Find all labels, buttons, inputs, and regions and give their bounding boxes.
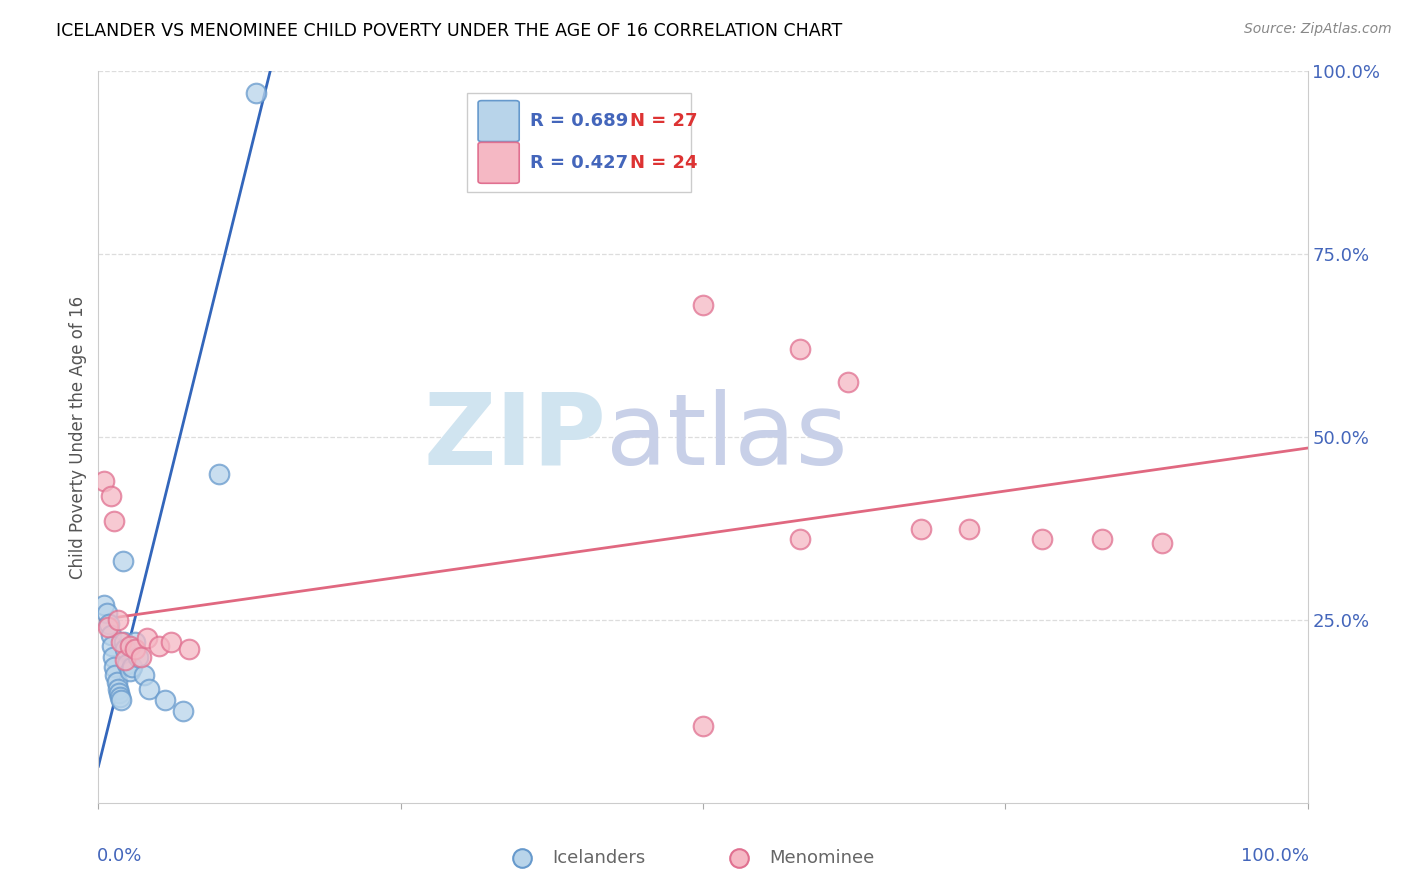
Point xyxy=(105,675,128,690)
Point xyxy=(117,657,139,671)
Point xyxy=(118,664,141,678)
Point xyxy=(111,554,134,568)
Point xyxy=(103,660,125,674)
Point xyxy=(121,660,143,674)
Text: R = 0.689: R = 0.689 xyxy=(530,112,628,130)
Point xyxy=(100,489,122,503)
Text: atlas: atlas xyxy=(606,389,848,485)
Text: Source: ZipAtlas.com: Source: ZipAtlas.com xyxy=(1244,22,1392,37)
Point xyxy=(148,639,170,653)
Point xyxy=(692,298,714,312)
Point xyxy=(153,693,176,707)
Point xyxy=(104,667,127,681)
Point xyxy=(103,514,125,528)
Point xyxy=(108,690,131,704)
Point xyxy=(1091,533,1114,547)
FancyBboxPatch shape xyxy=(467,94,690,192)
Text: Icelanders: Icelanders xyxy=(551,848,645,867)
Point xyxy=(138,682,160,697)
Y-axis label: Child Poverty Under the Age of 16: Child Poverty Under the Age of 16 xyxy=(69,295,87,579)
Text: ZIP: ZIP xyxy=(423,389,606,485)
Text: 100.0%: 100.0% xyxy=(1240,847,1309,864)
Point xyxy=(134,667,156,681)
Text: R = 0.427: R = 0.427 xyxy=(530,153,628,172)
Point xyxy=(93,599,115,613)
Point xyxy=(692,719,714,733)
Point xyxy=(957,521,980,535)
Point xyxy=(114,642,136,657)
Point xyxy=(114,653,136,667)
Point xyxy=(728,851,751,865)
Point xyxy=(93,474,115,488)
Point xyxy=(789,533,811,547)
Text: 0.0%: 0.0% xyxy=(97,847,142,864)
Point xyxy=(124,642,146,657)
Point xyxy=(97,620,120,634)
Point xyxy=(837,376,859,390)
Point xyxy=(107,613,129,627)
Point xyxy=(101,649,124,664)
Text: N = 27: N = 27 xyxy=(630,112,697,130)
Point xyxy=(160,635,183,649)
Point xyxy=(112,635,135,649)
Point xyxy=(110,635,132,649)
Point xyxy=(124,635,146,649)
FancyBboxPatch shape xyxy=(478,101,519,142)
Point xyxy=(108,686,131,700)
Point xyxy=(98,616,121,631)
Point xyxy=(179,642,201,657)
Point xyxy=(100,639,122,653)
Point xyxy=(208,467,231,481)
Point xyxy=(910,521,932,535)
Point xyxy=(129,649,152,664)
Point xyxy=(110,693,132,707)
FancyBboxPatch shape xyxy=(478,143,519,183)
Text: N = 24: N = 24 xyxy=(630,153,697,172)
Point xyxy=(107,682,129,697)
Text: ICELANDER VS MENOMINEE CHILD POVERTY UNDER THE AGE OF 16 CORRELATION CHART: ICELANDER VS MENOMINEE CHILD POVERTY UND… xyxy=(56,22,842,40)
Point xyxy=(118,639,141,653)
Point xyxy=(245,87,267,101)
Point xyxy=(1031,533,1053,547)
Point xyxy=(100,627,122,641)
Point xyxy=(510,851,533,865)
Point xyxy=(1152,536,1174,550)
Point xyxy=(789,343,811,357)
Point xyxy=(172,705,194,719)
Text: Menominee: Menominee xyxy=(769,848,875,867)
Point xyxy=(135,632,157,646)
Point xyxy=(127,649,149,664)
Point xyxy=(96,606,118,620)
